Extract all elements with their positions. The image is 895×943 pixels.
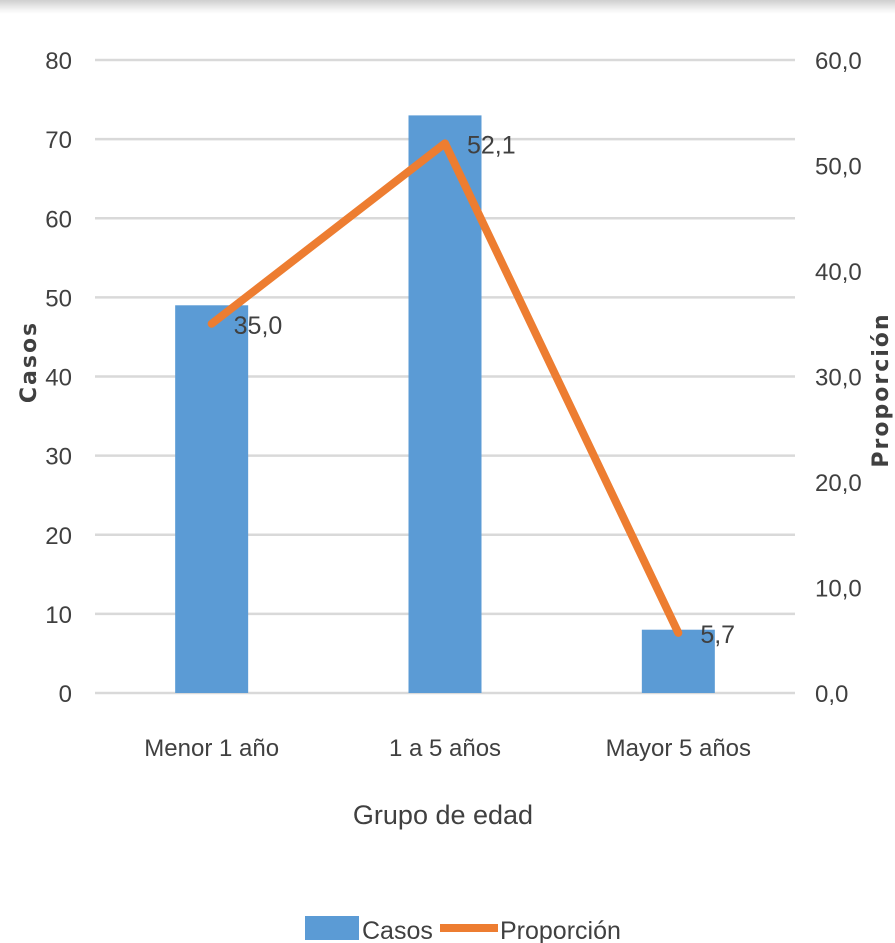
y-tick-label: 30: [45, 444, 72, 471]
data-label: 52,1: [467, 131, 516, 159]
x-axis-title: Grupo de edad: [353, 800, 533, 830]
y2-tick-label: 40,0: [815, 259, 862, 286]
bar-casos: [175, 305, 249, 693]
axis-ticks: 0 10 20 30 40 50 60 70 80 0,0 10,0 20,0 30,0 40,0 50,0…: [45, 48, 861, 762]
x-tick-label: 1 a 5 años: [389, 735, 501, 762]
data-label: 35,0: [234, 312, 283, 340]
window-top-edge: [0, 0, 895, 14]
y-tick-label: 80: [45, 48, 72, 75]
x-tick-label: Menor 1 año: [144, 735, 279, 762]
y2-tick-label: 20,0: [815, 470, 862, 497]
y2-tick-label: 0,0: [815, 681, 848, 708]
y-tick-label: 0: [59, 681, 72, 708]
y2-tick-label: 60,0: [815, 48, 862, 75]
y-tick-label: 10: [45, 602, 72, 629]
bar-casos: [641, 629, 715, 693]
legend-label-casos: Casos: [362, 917, 433, 943]
y2-tick-label: 10,0: [815, 576, 862, 603]
proportion-line: [207, 139, 683, 637]
y-tick-label: 60: [45, 206, 72, 233]
y2-tick-label: 50,0: [815, 154, 862, 181]
y-tick-label: 40: [45, 365, 72, 392]
y-tick-label: 70: [45, 127, 72, 154]
legend-swatch-proporcion: [440, 924, 498, 932]
y-tick-label: 20: [45, 523, 72, 550]
data-label: 5,7: [700, 621, 735, 649]
x-tick-label: Mayor 5 años: [606, 735, 751, 762]
y2-axis-title: Proporción: [869, 312, 894, 467]
bars: [175, 115, 715, 693]
legend-label-proporcion: Proporción: [500, 917, 621, 943]
bar-casos: [408, 115, 482, 693]
legend-swatch-casos: [305, 916, 359, 940]
y-axis-title: Casos: [17, 321, 42, 403]
data-labels: 35,0 52,1 5,7: [234, 131, 735, 649]
legend: Casos Proporción: [305, 916, 621, 943]
y2-tick-label: 30,0: [815, 365, 862, 392]
y-tick-label: 50: [45, 285, 72, 312]
